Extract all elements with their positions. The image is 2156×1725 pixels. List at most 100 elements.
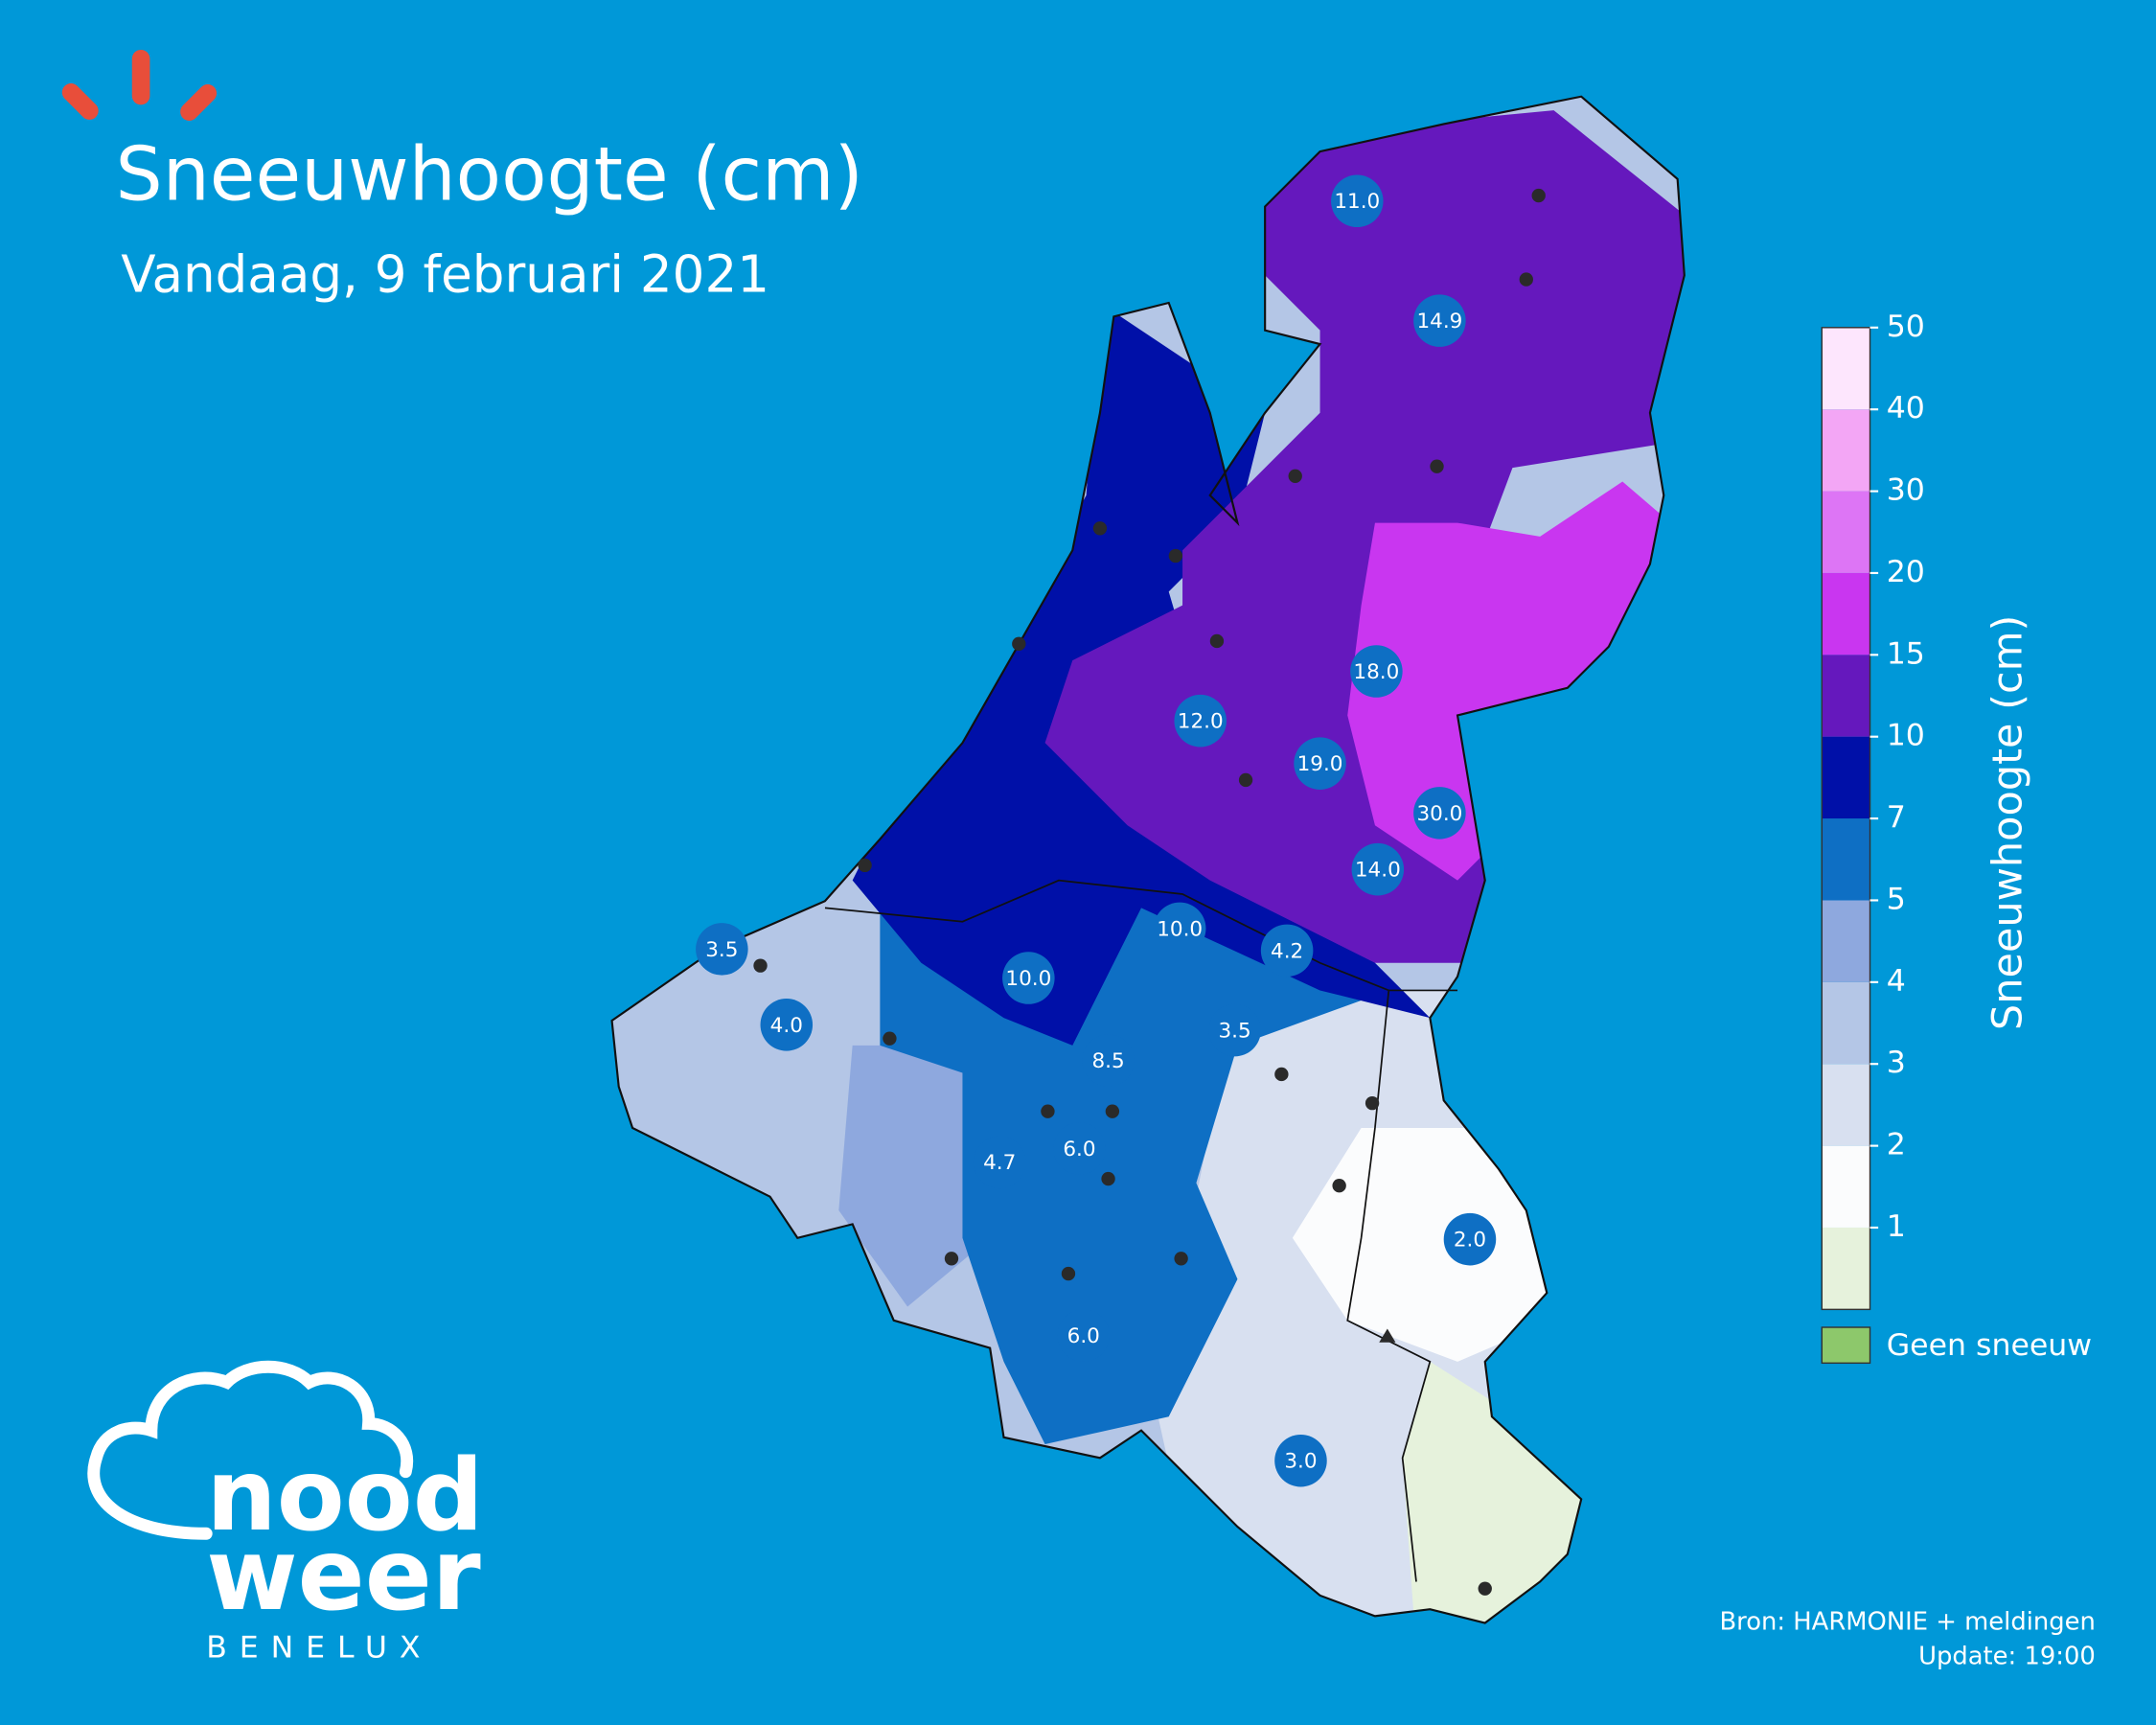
city-dot xyxy=(1012,636,1026,652)
city-dot xyxy=(1274,1067,1289,1082)
station-label: 4.2 xyxy=(1271,939,1303,963)
city-dot xyxy=(1478,1581,1492,1596)
city-dot xyxy=(1531,188,1546,203)
logo: nood weer BENELUX xyxy=(87,1360,484,1665)
station-label: 3.5 xyxy=(705,938,738,962)
station-bubble xyxy=(1351,842,1405,896)
station-bubble xyxy=(1443,1212,1497,1266)
legend-title: Sneeuwhoogte (cm) xyxy=(1984,615,2031,1030)
station-bubble xyxy=(1350,645,1403,698)
legend-tick-label: 1 xyxy=(1887,1209,1906,1244)
no-snow-swatch xyxy=(1821,1326,1871,1365)
summit-marker xyxy=(1379,1328,1396,1343)
city-dot xyxy=(1365,1095,1380,1111)
legend-band xyxy=(1822,818,1870,901)
logo-cloud xyxy=(87,1360,414,1540)
city-dot xyxy=(1288,469,1302,483)
city-dot xyxy=(1430,459,1444,473)
city-dot xyxy=(1061,1266,1076,1281)
city-dot xyxy=(944,1252,959,1266)
station-label: 14.0 xyxy=(1355,859,1401,883)
legend-tick-label: 50 xyxy=(1887,310,1925,344)
legend-band xyxy=(1822,1145,1870,1228)
title: Sneeuwhoogte (cm) xyxy=(116,131,863,218)
station-labels: 11.0 14.9 18.0 12.0 19.0 30.0 14.0 10.0 4.2 3.5 10… xyxy=(696,174,1497,1487)
station-label: 12.0 xyxy=(1178,710,1224,734)
legend-tick-label: 15 xyxy=(1887,636,1925,671)
legend-band xyxy=(1822,1227,1870,1310)
city-dot xyxy=(1168,548,1183,564)
legend-band xyxy=(1822,655,1870,737)
station-label: 19.0 xyxy=(1297,752,1343,776)
station-bubble xyxy=(1153,902,1206,955)
legend-tick-label: 20 xyxy=(1887,555,1925,589)
station-label: 18.0 xyxy=(1353,660,1399,684)
logo-text: nood xyxy=(206,1438,483,1553)
city-dot xyxy=(753,958,768,973)
station-bubble xyxy=(1082,1034,1135,1087)
station-bubble xyxy=(1208,1003,1261,1057)
subtitle: Vandaag, 9 februari 2021 xyxy=(121,244,769,304)
station-bubble xyxy=(1053,1122,1106,1175)
station-label: 10.0 xyxy=(1157,917,1203,941)
zone xyxy=(1044,110,1685,963)
legend-tick-label: 4 xyxy=(1887,964,1906,999)
logo-text: BENELUX xyxy=(206,1630,432,1665)
station-label: 3.5 xyxy=(1218,1019,1250,1043)
city-dot xyxy=(1101,1171,1115,1186)
legend-tick-label: 40 xyxy=(1887,391,1925,426)
station-bubble xyxy=(973,1136,1026,1189)
station-bubble xyxy=(1002,952,1055,1004)
city-dot xyxy=(1519,272,1533,287)
station-bubble xyxy=(1260,924,1314,978)
legend-tick-label: 5 xyxy=(1887,882,1906,916)
zone xyxy=(1347,481,1671,881)
station-label: 8.5 xyxy=(1091,1049,1124,1073)
station-bubble xyxy=(1294,737,1346,790)
station-label: 3.0 xyxy=(1284,1450,1317,1474)
station-bubble xyxy=(1413,787,1466,840)
legend-band xyxy=(1822,491,1870,573)
station-label: 6.0 xyxy=(1063,1138,1095,1162)
legend-tick-label: 30 xyxy=(1887,473,1925,508)
no-snow-label: Geen sneeuw xyxy=(1887,1328,2092,1363)
station-label: 4.7 xyxy=(983,1151,1016,1175)
station-label: 14.9 xyxy=(1416,310,1462,334)
legend-tick-label: 7 xyxy=(1887,800,1906,835)
station-bubble xyxy=(1057,1309,1111,1362)
legend-tick-label: 2 xyxy=(1887,1128,1906,1162)
logo-text: weer xyxy=(206,1518,481,1633)
city-dot xyxy=(1238,772,1253,788)
station-bubble xyxy=(760,999,814,1051)
legend-band xyxy=(1822,409,1870,492)
legend-band xyxy=(1822,572,1870,656)
legend: 1 2 3 4 5 7 10 15 20 30 40 50 xyxy=(1821,310,1925,1311)
legend-band xyxy=(1822,981,1870,1065)
station-bubble xyxy=(1413,294,1466,347)
city-dot xyxy=(1105,1104,1120,1118)
city-dot xyxy=(1092,521,1108,536)
legend-band xyxy=(1822,900,1870,982)
update: Update: 19:00 xyxy=(1918,1643,2096,1671)
station-label: 4.0 xyxy=(770,1014,803,1038)
legend-tick-label: 10 xyxy=(1887,719,1925,753)
city-dot xyxy=(883,1031,897,1046)
zone xyxy=(1292,1127,1554,1362)
country-border xyxy=(824,879,1458,1582)
station-label: 2.0 xyxy=(1454,1229,1486,1253)
legend-band xyxy=(1822,736,1870,819)
source: Bron: HARMONIE + meldingen xyxy=(1719,1608,2095,1637)
logo-rays xyxy=(61,49,218,121)
station-label: 10.0 xyxy=(1005,967,1051,991)
city-dots xyxy=(753,188,1546,1596)
station-label: 6.0 xyxy=(1067,1324,1100,1348)
station-bubble xyxy=(1331,174,1384,228)
city-dot xyxy=(858,858,872,873)
city-dot xyxy=(1174,1252,1188,1266)
station-bubble xyxy=(1274,1434,1327,1487)
city-dot xyxy=(1332,1179,1346,1193)
legend-band xyxy=(1822,327,1870,410)
legend-band xyxy=(1822,1064,1870,1146)
